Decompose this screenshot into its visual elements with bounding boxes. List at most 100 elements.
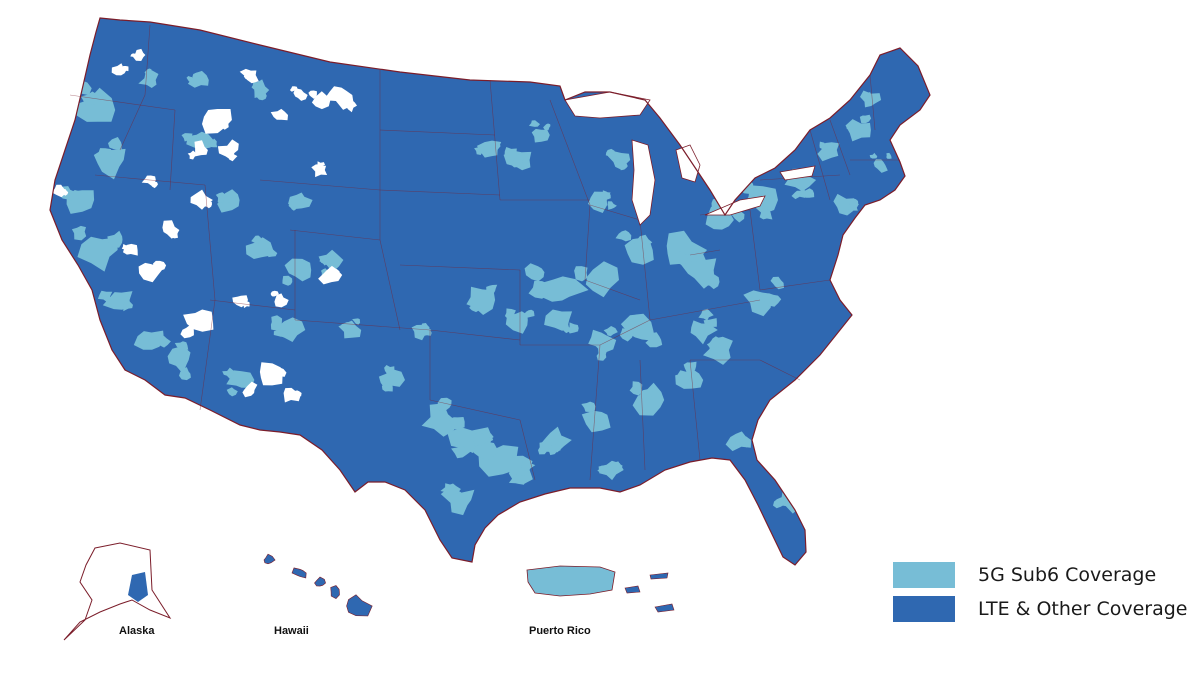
state-border (589, 344, 601, 481)
state-border (204, 184, 216, 301)
fiveg-coverage-patch (859, 114, 872, 124)
fiveg-coverage-patch (65, 190, 80, 202)
fiveg-coverage-patch (581, 401, 596, 412)
legend-swatch-5g (893, 562, 955, 588)
fiveg-coverage-patch (437, 397, 452, 413)
fiveg-coverage-patch (611, 461, 623, 471)
fiveg-coverage-patch (226, 370, 255, 388)
state-border (199, 299, 216, 411)
fiveg-coverage-patch (601, 190, 611, 200)
fiveg-coverage-patch (607, 201, 617, 210)
state-border (759, 279, 831, 291)
hawaii-island (263, 553, 276, 565)
fiveg-coverage-patch (174, 341, 189, 350)
fiveg-coverage-patch (384, 365, 395, 376)
fiveg-coverage-patch (862, 94, 872, 102)
fiveg-coverage-patch (473, 441, 498, 460)
coverage-gap (130, 53, 138, 59)
state-border (639, 359, 646, 471)
fiveg-coverage-patch (743, 290, 772, 317)
coverage-gap (51, 184, 66, 198)
fiveg-coverage-patch (886, 152, 892, 159)
state-border (759, 359, 801, 381)
fiveg-coverage-patch (256, 91, 267, 101)
state-border (639, 219, 651, 321)
state-border (379, 239, 401, 331)
hawaii-island (346, 594, 373, 617)
fiveg-coverage-patch (469, 302, 481, 313)
fiveg-coverage-patch (620, 313, 656, 341)
fiveg-coverage-patch (245, 237, 274, 259)
hawaii-island (314, 576, 326, 587)
coverage-gap (202, 199, 212, 209)
state-border (169, 109, 176, 191)
fiveg-coverage-patch (619, 328, 634, 342)
fiveg-coverage-patch (588, 329, 617, 354)
fiveg-coverage-patch (123, 300, 133, 312)
fiveg-coverage-patch (97, 148, 112, 162)
fiveg-coverage-patch (186, 76, 195, 83)
fiveg-coverage-patch (543, 123, 551, 131)
fiveg-coverage-patch (528, 120, 540, 127)
fiveg-coverage-patch (677, 370, 692, 384)
fiveg-coverage-patch (773, 497, 787, 509)
coverage-gap (151, 181, 158, 189)
fiveg-coverage-patch (179, 367, 191, 381)
fiveg-coverage-patch (567, 322, 579, 334)
fiveg-coverage-patch (633, 234, 653, 251)
fiveg-coverage-patch (147, 334, 163, 346)
great-lakes (564, 91, 816, 226)
fiveg-coverage-patch (186, 131, 214, 150)
state-border (379, 189, 501, 196)
fiveg-coverage-patch (273, 326, 288, 337)
fiveg-coverage-patch (531, 128, 550, 143)
coverage-gap (331, 269, 340, 279)
alaska-shape (63, 542, 172, 641)
coverage-gap (121, 244, 131, 251)
fiveg-coverage-patch (80, 91, 102, 107)
fiveg-coverage-patch (539, 276, 589, 302)
coverage-gap (180, 324, 194, 339)
fiveg-coverage-patch (489, 142, 501, 151)
state-border (489, 79, 501, 201)
coverage-gap (153, 260, 167, 271)
no-coverage-gaps-layer (51, 48, 357, 403)
coverage-gap (276, 112, 284, 120)
coverage-gap (111, 63, 127, 76)
virgin-islands-shape (624, 572, 675, 613)
fiveg-coverage-patch (709, 336, 721, 348)
state-borders (69, 24, 900, 481)
alaska-label: Alaska (119, 625, 155, 637)
alaska-inset (63, 542, 172, 641)
coverage-gap (270, 290, 279, 297)
coverage-gap (141, 175, 156, 186)
state-border (294, 319, 431, 331)
state-border (289, 229, 381, 241)
fiveg-coverage-patch (71, 225, 87, 241)
fiveg-coverage-patch (698, 308, 714, 321)
fiveg-coverage-patch (538, 441, 550, 455)
coverage-gap (121, 66, 129, 72)
fiveg-coverage-patch (108, 137, 122, 150)
fiveg-coverage-patch (615, 230, 632, 242)
fiveg-coverage-patch (759, 208, 773, 220)
coverage-gap (227, 153, 238, 162)
fiveg-coverage-patch (208, 138, 218, 148)
coverage-gap (187, 150, 198, 160)
fiveg-coverage-patch (767, 464, 779, 472)
fiveg-coverage-patch (319, 256, 329, 266)
fiveg-coverage-patch (451, 446, 471, 459)
fiveg-coverage-patch (486, 284, 498, 295)
coverage-gap (311, 91, 331, 110)
fiveg-coverage-patch (107, 230, 123, 248)
fiveg-coverage-patch (352, 318, 361, 325)
state-border (429, 399, 521, 421)
state-border (584, 279, 641, 301)
fiveg-coverage-patch (849, 198, 859, 209)
fiveg-coverage-patch (215, 192, 226, 203)
fiveg-coverage-patch (558, 320, 571, 334)
state-border (689, 359, 701, 461)
fiveg-coverage-patch (594, 264, 612, 280)
puerto-rico-shape (526, 565, 616, 597)
